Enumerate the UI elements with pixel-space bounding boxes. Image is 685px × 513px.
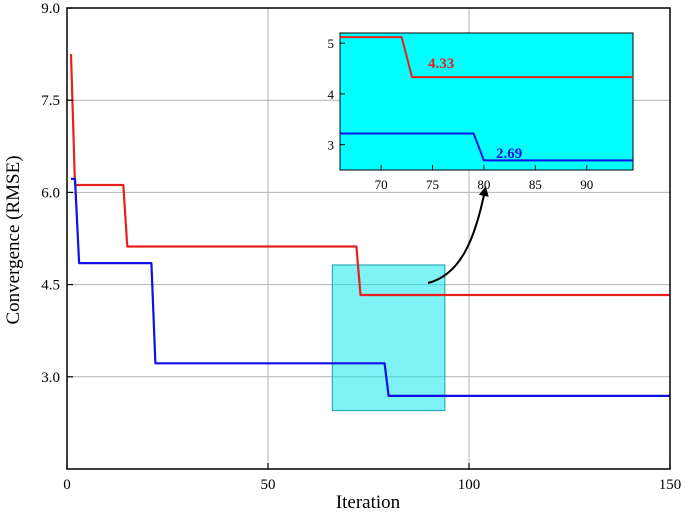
plot-frame	[66, 7, 671, 470]
y-tick-label: 4.5	[41, 278, 60, 294]
inset-x-tick-label: 90	[580, 177, 593, 192]
inset-series-group	[340, 36, 633, 162]
x-tick-label: 0	[63, 477, 71, 493]
inset-y-tick-label: 5	[328, 36, 335, 51]
inset-x-tick-label: 70	[375, 177, 388, 192]
x-tick-label: 50	[261, 477, 276, 493]
y-tick-label: 6.0	[41, 185, 60, 201]
inset-series-line-0	[340, 36, 633, 79]
y-tick-label: 9.0	[41, 1, 60, 17]
y-tick-label: 7.5	[41, 93, 60, 109]
main-axis-ticks: 0 50 100 150 3.0 4.5 6.0 7.5 9.0	[41, 1, 681, 493]
zoom-highlight-region	[331, 264, 446, 412]
inset-x-tick-label: 85	[529, 177, 542, 192]
main-series-group	[69, 54, 670, 397]
inset-chart: 70 75 80 85 90 3 4 5 4.33 2.69	[328, 32, 634, 192]
zoom-arrow	[427, 186, 489, 284]
inset-annotation-blue: 2.69	[496, 146, 522, 162]
inset-series-line-1	[340, 132, 633, 162]
inset-y-tick-label: 4	[328, 87, 335, 102]
x-tick-label: 150	[659, 477, 682, 493]
inset-background	[339, 32, 634, 171]
inset-annotation-red: 4.33	[428, 56, 454, 72]
y-tick-label: 3.0	[41, 370, 60, 386]
x-tick-label: 100	[458, 477, 481, 493]
series-line-1	[71, 177, 670, 397]
y-axis-label: Convergence (RMSE)	[3, 155, 24, 324]
x-axis-label: Iteration	[336, 492, 401, 513]
inset-y-tick-label: 3	[328, 138, 335, 153]
inset-x-tick-label: 75	[426, 177, 439, 192]
inset-x-tick-label: 80	[477, 177, 490, 192]
